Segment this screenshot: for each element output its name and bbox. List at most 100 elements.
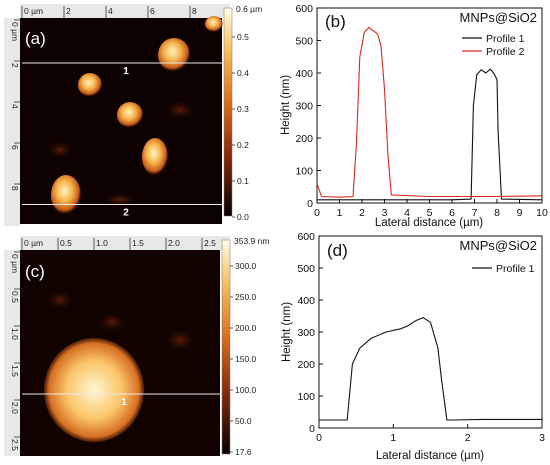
y-tick-label: 400	[295, 68, 313, 80]
x-tick-label: 9	[517, 207, 523, 219]
colorbar-tick-label: 250.0	[235, 292, 257, 302]
y-tick-label: 300	[297, 327, 315, 339]
colorbar-unit-label: 0.6 µm	[236, 4, 262, 14]
panel-c-colorbar-ticks: 353.9 nm 300.0 250.0 200.0 150.0 100.0 50.0 17.…	[230, 236, 269, 457]
x-tick-label: 0.5	[60, 238, 72, 248]
panel-c-afm-image: 0 µm 0.5 1.0 1.5 2.0 2.5 0 µm0.51.01.52.02.5 …	[4, 236, 269, 457]
x-tick-label: 1	[390, 432, 396, 444]
panel-c-left-ruler	[4, 250, 20, 456]
y-tick-label: 0	[307, 198, 313, 210]
colorbar-tick-label: 200.0	[235, 323, 257, 333]
panel-b-y-axis-label: Height (nm)	[280, 75, 292, 135]
colorbar-tick-label: 0.5	[237, 32, 249, 42]
colorbar-unit-label: 353.9 nm	[234, 236, 269, 246]
x-tick-label: 4	[108, 6, 113, 16]
panel-a-colorbar-ticks: 0.6 µm 0.5 0.4 0.3 0.2 0.1 0.0	[232, 4, 262, 222]
y-tick-label: 8	[10, 186, 20, 191]
x-tick-label: 2	[359, 207, 365, 219]
series-line-profile-2	[316, 26, 543, 198]
panel-d-y-axis-label: Height (nm)	[281, 302, 293, 362]
panel-a-x-ticks: 0 µm 2 4 6 8	[21, 6, 197, 18]
panel-a-particle	[51, 175, 81, 215]
panel-b-legend-title: MNPs@SiO2	[460, 10, 538, 25]
y-tick-label: 2.0	[10, 402, 20, 414]
panel-d-series	[319, 317, 542, 421]
x-tick-label: 8	[494, 207, 500, 219]
y-tick-label: 0 µm	[10, 22, 20, 41]
colorbar-tick-label: 0.0	[237, 212, 249, 222]
y-tick-label: 2.5	[10, 439, 20, 451]
colorbar-tick-label: 300.0	[235, 261, 257, 271]
profile-line-label: 1	[121, 397, 127, 408]
legend-label: Profile 1	[486, 33, 525, 45]
panel-d-x-axis-label: Lateral distance (µm)	[376, 450, 484, 462]
panel-a-particle	[158, 38, 190, 72]
panel-a-background-speck	[164, 100, 196, 120]
y-tick-label: 4	[10, 104, 20, 109]
panel-c-y-ticks: 0 µm 0.5 1.0 1.5 2.0 2.5	[10, 251, 20, 451]
colorbar-tick-label: 50.0	[235, 416, 252, 426]
y-tick-label: 2	[10, 63, 20, 68]
x-tick-label: 2.5	[204, 238, 216, 248]
colorbar-tick-label: 150.0	[235, 354, 257, 364]
x-tick-label: 3	[539, 432, 545, 444]
series-line-profile-1	[319, 317, 542, 421]
panel-d-legend-title: MNPs@SiO2	[460, 238, 538, 253]
x-tick-label: 6	[150, 6, 155, 16]
x-tick-label: 5	[427, 207, 433, 219]
legend-label: Profile 2	[486, 46, 525, 58]
x-tick-label: 4	[404, 207, 410, 219]
panel-b-series	[316, 26, 543, 201]
colorbar-tick-label: 0.3	[237, 104, 249, 114]
colorbar-tick-label: 0.2	[237, 140, 249, 150]
panel-a-particle	[205, 16, 223, 32]
panel-a-colorbar	[223, 7, 233, 217]
legend-label: Profile 1	[496, 263, 535, 275]
x-tick-label: 7	[472, 207, 478, 219]
x-tick-label: 0	[316, 432, 322, 444]
y-tick-label: 400	[297, 295, 315, 307]
y-tick-label: 500	[297, 263, 315, 275]
x-tick-label: 6	[449, 207, 455, 219]
panel-a-background-speck	[102, 192, 138, 208]
x-tick-label: 2	[465, 432, 471, 444]
panel-c-letter: (c)	[25, 262, 45, 281]
x-tick-label: 0 µm	[24, 6, 43, 16]
colorbar-tick-label: 0.1	[237, 176, 249, 186]
panel-a-left-ruler	[4, 18, 20, 226]
y-tick-label: 0	[309, 423, 315, 435]
y-tick-label: 1.5	[10, 365, 20, 377]
profile-line-label: 2	[123, 208, 129, 219]
panel-c-background-speck	[46, 290, 74, 310]
y-tick-label: 500	[295, 36, 313, 48]
y-tick-label: 600	[295, 3, 313, 15]
y-tick-label: 1.0	[10, 328, 20, 340]
panel-d-legend: Profile 1	[472, 263, 535, 275]
y-tick-label: 600	[297, 231, 315, 243]
x-tick-label: 2	[66, 6, 71, 16]
colorbar-tick-label: 100.0	[235, 385, 257, 395]
series-line-profile-1	[317, 68, 543, 201]
panel-a-particle	[78, 73, 102, 97]
panel-a-y-ticks: 0 µm 2 4 6 8	[10, 19, 20, 191]
panel-c-profile-lines: 1	[22, 393, 220, 408]
panel-c-colorbar	[221, 239, 231, 455]
x-tick-label: 2.0	[168, 238, 180, 248]
x-tick-label: 1.0	[96, 238, 108, 248]
x-tick-label: 1.5	[132, 238, 144, 248]
panel-c-particle	[44, 338, 144, 442]
x-tick-label: 1	[337, 207, 343, 219]
panel-d-letter: (d)	[327, 241, 348, 260]
y-tick-label: 200	[297, 359, 315, 371]
x-tick-label: 0 µm	[24, 238, 43, 248]
y-tick-label: 300	[295, 101, 313, 113]
panel-c-x-ticks: 0 µm 0.5 1.0 1.5 2.0 2.5	[21, 238, 216, 250]
panel-b-x-axis-label: Lateral distance (µm)	[375, 217, 483, 229]
colorbar-tick-label: 17.6	[235, 447, 252, 457]
panel-a-background-speck	[46, 141, 74, 159]
